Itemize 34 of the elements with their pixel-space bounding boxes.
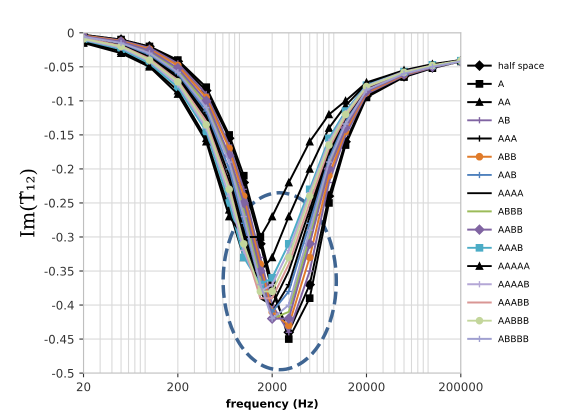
y-tick-label: -0.1 [52, 96, 74, 106]
legend-label: AABB [498, 226, 522, 233]
x-tick-label: 20000 [348, 382, 384, 392]
y-tick-label: -0.5 [52, 368, 74, 378]
legend-label: ABB [498, 153, 516, 160]
y-tick-label: -0.35 [44, 266, 74, 276]
legend-label: ABBBB [498, 335, 528, 342]
y-tick-label: 0 [68, 28, 74, 38]
legend-label: AAAB [498, 244, 523, 251]
legend-label: ABBB [498, 208, 522, 215]
x-tick-label: 20 [76, 382, 90, 392]
x-tick-label: 200 [167, 382, 188, 392]
x-tick-label: 200000 [439, 382, 483, 392]
y-tick-label: -0.2 [52, 164, 74, 174]
y-axis-title: Im(T̃₁₂) [19, 170, 38, 237]
legend-label: AAAAA [498, 262, 530, 270]
legend-label: AA [498, 98, 510, 106]
y-tick-label: -0.3 [52, 232, 74, 242]
y-tick-label: -0.25 [44, 198, 74, 208]
y-tick-label: -0.45 [44, 334, 74, 344]
legend-label: A [498, 80, 504, 88]
legend-label: AB [498, 116, 510, 124]
legend-label: AAAAB [498, 280, 529, 288]
legend-label: half space [498, 62, 544, 71]
legend-label: AAA [498, 135, 517, 142]
y-tick-label: -0.15 [44, 130, 74, 140]
legend-label: AAB [498, 172, 516, 178]
x-axis-title: frequency (Hz) [226, 399, 318, 410]
legend-label: AAAA [498, 190, 524, 196]
y-tick-label: -0.4 [52, 300, 74, 310]
y-tick-label: -0.05 [44, 62, 74, 72]
legend-label: AAABB [498, 299, 529, 306]
x-tick-label: 2000 [258, 382, 286, 392]
legend-label: AABBB [498, 317, 529, 324]
